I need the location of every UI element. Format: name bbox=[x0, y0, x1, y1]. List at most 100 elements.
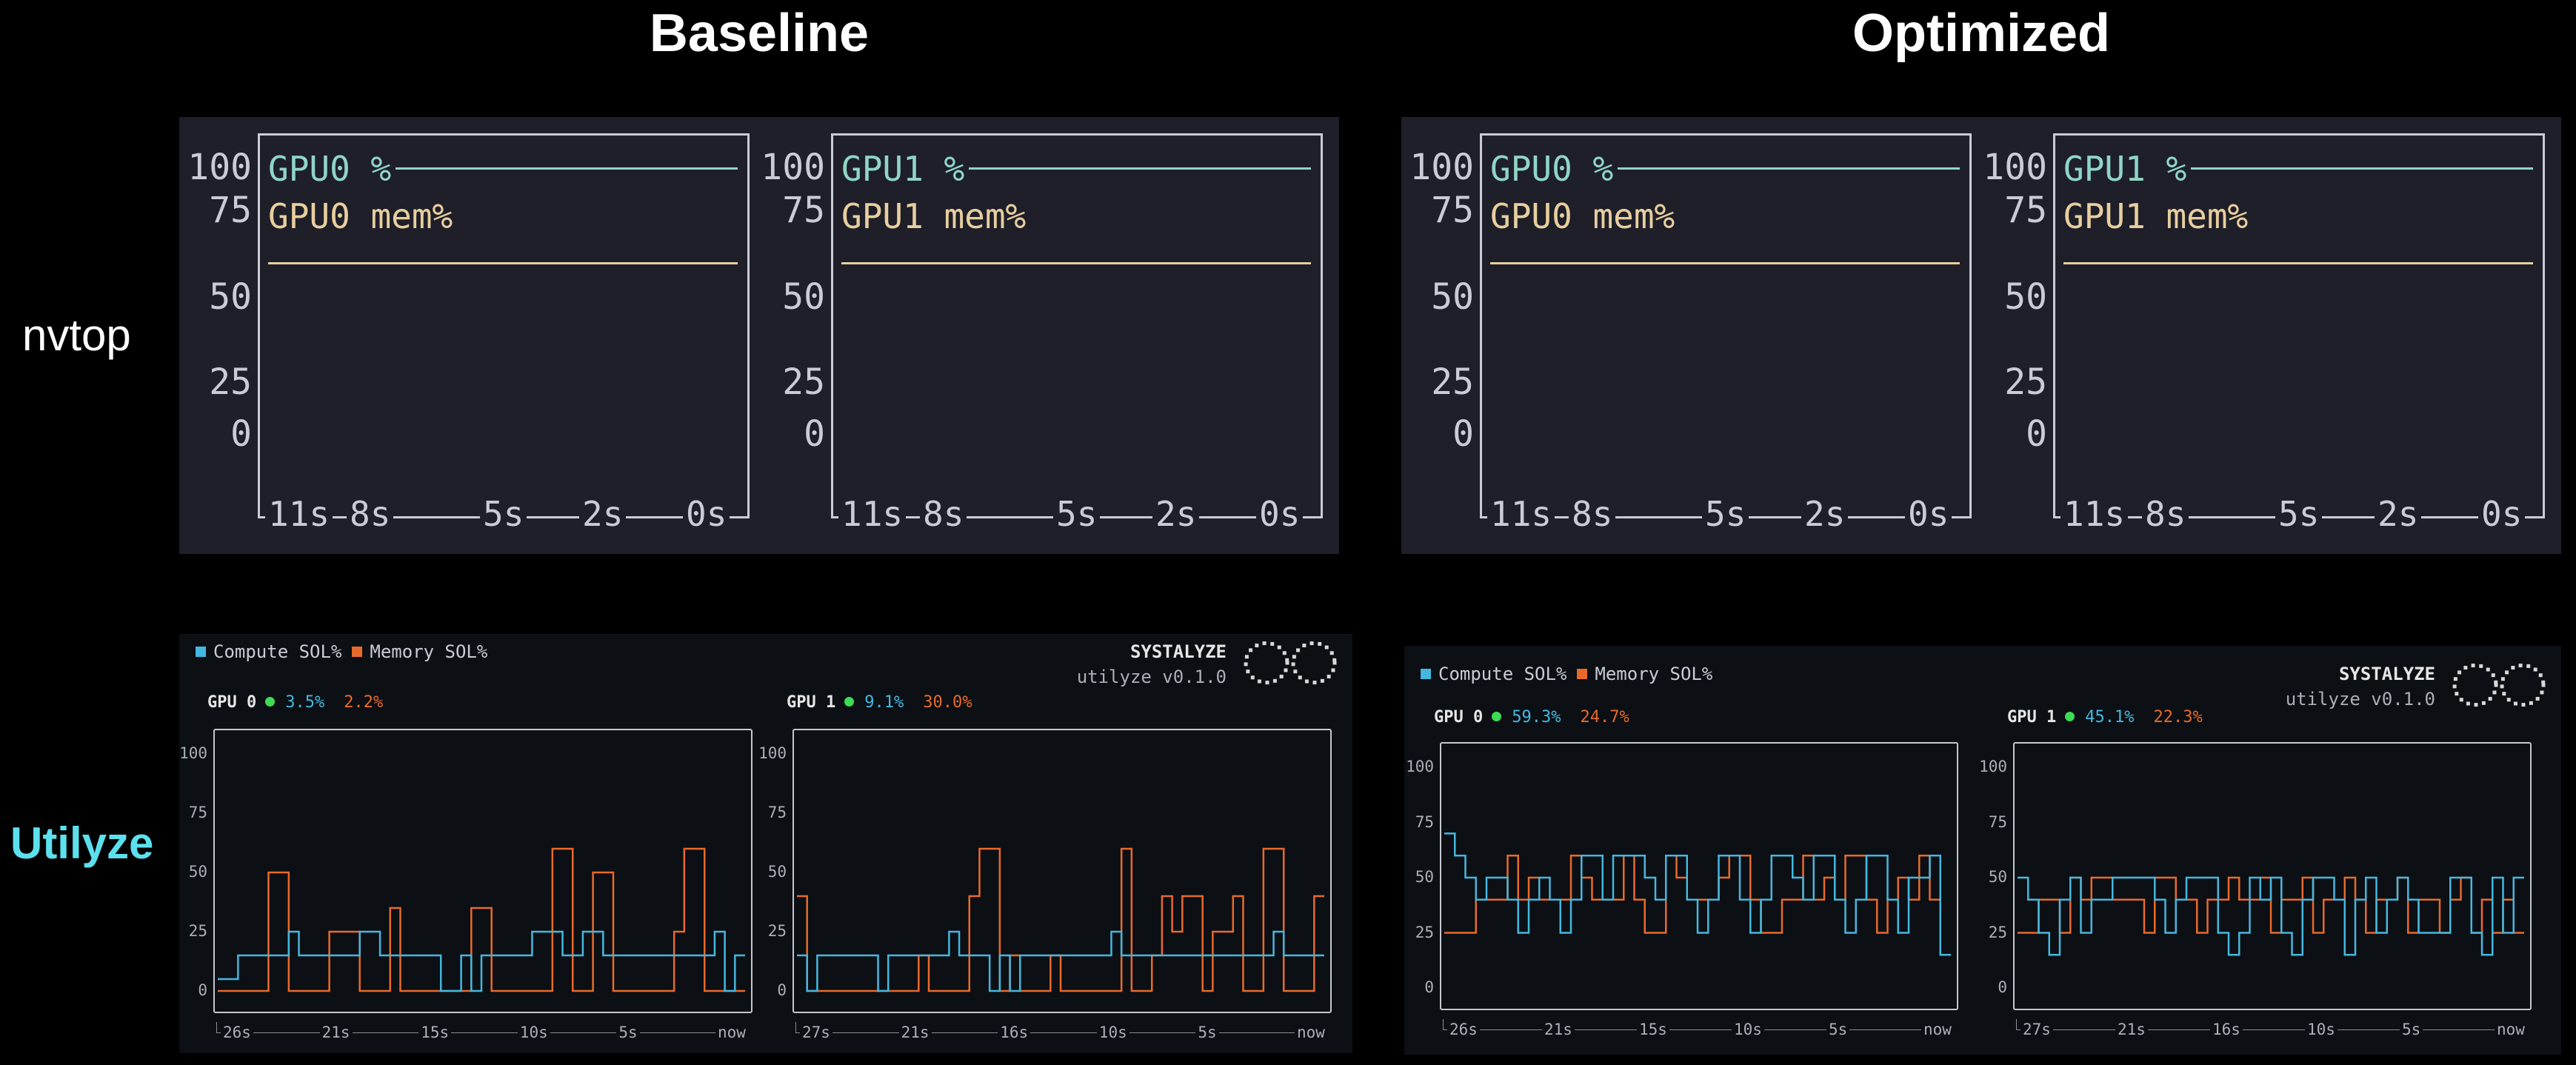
x-tick-label: 2s bbox=[1801, 493, 1849, 535]
x-tick-label: 21s bbox=[898, 1024, 932, 1041]
gpu-mem-label: GPU0 mem% bbox=[1490, 196, 1680, 237]
x-tick-label: 21s bbox=[319, 1024, 353, 1041]
y-tick-label: 25 bbox=[1415, 923, 1434, 941]
x-axis-line bbox=[216, 1032, 748, 1033]
memory-value: 24.7% bbox=[1580, 708, 1629, 727]
x-tick-label: now bbox=[1921, 1021, 1954, 1038]
y-tick-label: 0 bbox=[1452, 413, 1474, 455]
x-tick-label: 8s bbox=[920, 493, 967, 535]
x-tick-label: now bbox=[715, 1024, 748, 1041]
version-label: utilyze v0.1.0 bbox=[2285, 689, 2435, 710]
utilyze-trace-plot bbox=[2018, 876, 2524, 956]
y-tick-label: 100 bbox=[179, 744, 207, 762]
x-tick-label: 5s bbox=[1195, 1024, 1219, 1041]
gpu-label: GPU 1 9.1% 30.0% bbox=[787, 693, 972, 712]
y-tick-label: 0 bbox=[1998, 978, 2007, 996]
memory-legend-swatch bbox=[1577, 669, 1588, 679]
gpu-label: GPU 1 45.1% 22.3% bbox=[2007, 708, 2203, 727]
gpu-label: GPU 0 3.5% 2.2% bbox=[207, 693, 383, 712]
y-tick-label: 75 bbox=[188, 804, 207, 821]
y-tick-label: 25 bbox=[1431, 361, 1474, 403]
compute-value: 59.3% bbox=[1512, 708, 1561, 727]
gpu-util-line bbox=[268, 167, 738, 170]
gpu-mem-line bbox=[1490, 262, 1960, 264]
x-tick-label: 0s bbox=[1905, 493, 1952, 535]
x-tick-label: 2s bbox=[1152, 493, 1200, 535]
gpu-mem-line bbox=[841, 262, 1311, 264]
compute-legend-swatch bbox=[196, 647, 206, 657]
compute-series-line bbox=[797, 930, 1324, 992]
column-title-baseline: Baseline bbox=[649, 4, 870, 63]
y-tick-label: 0 bbox=[2026, 413, 2047, 455]
legend-memory-label: Memory SOL% bbox=[370, 641, 488, 662]
x-tick-label: 5s bbox=[616, 1024, 640, 1041]
memory-value: 2.2% bbox=[344, 693, 384, 712]
y-tick-label: 25 bbox=[1988, 923, 2007, 941]
y-tick-label: 25 bbox=[782, 361, 825, 403]
legend: Compute SOL% Memory SOL% bbox=[1421, 664, 1712, 684]
y-tick-label: 50 bbox=[1988, 868, 2007, 886]
compute-series-line bbox=[1444, 832, 1951, 956]
x-tick-label: 27s bbox=[2021, 1021, 2053, 1038]
compute-legend-swatch bbox=[1421, 669, 1431, 679]
y-tick-label: 50 bbox=[782, 276, 825, 318]
x-tick-label: 10s bbox=[1096, 1024, 1129, 1041]
x-tick-label: 8s bbox=[2142, 493, 2189, 535]
memory-value: 30.0% bbox=[923, 693, 972, 712]
y-tick-label: 100 bbox=[761, 147, 825, 188]
x-tick-label: 5s bbox=[1702, 493, 1749, 535]
x-tick-label: 5s bbox=[1826, 1021, 1850, 1038]
x-tick-label: 27s bbox=[800, 1024, 832, 1041]
memory-series-line bbox=[218, 847, 745, 992]
x-axis-corner bbox=[795, 1022, 796, 1033]
x-axis-corner bbox=[1443, 1019, 1444, 1030]
utilyze-trace-plot bbox=[797, 847, 1324, 992]
compute-value: 45.1% bbox=[2085, 708, 2135, 727]
row-label-utilyze: Utilyze bbox=[10, 818, 154, 868]
gpu-util-label: GPU0 % bbox=[1490, 148, 1618, 190]
y-tick-label: 50 bbox=[1415, 868, 1434, 886]
gpu-status-dot bbox=[1492, 712, 1502, 721]
x-tick-label: 5s bbox=[2275, 493, 2323, 535]
x-tick-label: 21s bbox=[1542, 1021, 1575, 1038]
x-axis-corner bbox=[2016, 1019, 2017, 1030]
x-tick-label: 16s bbox=[998, 1024, 1031, 1041]
memory-series-line bbox=[797, 847, 1324, 992]
legend-compute-label: Compute SOL% bbox=[1438, 664, 1567, 684]
x-tick-label: now bbox=[1295, 1024, 1327, 1041]
legend: Compute SOL% Memory SOL% bbox=[196, 641, 487, 662]
gpu-util-line bbox=[1490, 167, 1960, 170]
gpu-name: GPU 0 bbox=[1434, 708, 1484, 727]
y-tick-label: 25 bbox=[767, 922, 787, 940]
brand-name: SYSTALYZE bbox=[1129, 641, 1227, 662]
gpu-mem-label: GPU1 mem% bbox=[841, 196, 1031, 237]
x-tick-label: 10s bbox=[2305, 1021, 2338, 1038]
y-tick-label: 75 bbox=[2004, 190, 2047, 231]
y-tick-label: 100 bbox=[1983, 147, 2047, 188]
gpu-status-dot bbox=[2065, 712, 2075, 721]
x-tick-label: 0s bbox=[2478, 493, 2526, 535]
x-tick-label: 10s bbox=[1732, 1021, 1764, 1038]
gpu-graph-frame bbox=[831, 133, 1323, 518]
gpu-status-dot bbox=[265, 697, 276, 707]
compute-series-line bbox=[218, 930, 745, 992]
x-tick-label: 5s bbox=[480, 493, 527, 535]
x-tick-label: 21s bbox=[2115, 1021, 2148, 1038]
nvtop-panel-optimized: 100 75 50 25 0 GPU0 % GPU0 mem% 11s 8s 5s 2s 0s 100 7… bbox=[1401, 117, 2561, 554]
y-tick-label: 100 bbox=[1406, 758, 1434, 775]
x-tick-label: 0s bbox=[1256, 493, 1304, 535]
legend-memory-label: Memory SOL% bbox=[1595, 664, 1713, 684]
utilyze-graph-frame bbox=[213, 729, 753, 1013]
x-tick-label: 2s bbox=[2375, 493, 2422, 535]
utilyze-trace-plot bbox=[1444, 832, 1951, 956]
y-tick-label: 100 bbox=[1979, 758, 2007, 775]
y-tick-label: 50 bbox=[1431, 276, 1474, 318]
compute-value: 3.5% bbox=[285, 693, 325, 712]
x-tick-label: 26s bbox=[221, 1024, 253, 1041]
y-tick-label: 25 bbox=[188, 922, 207, 940]
x-tick-label: 0s bbox=[683, 493, 730, 535]
gpu-graph-frame bbox=[1480, 133, 1972, 518]
y-tick-label: 75 bbox=[1415, 812, 1434, 831]
x-axis-line bbox=[2016, 1029, 2527, 1030]
y-tick-label: 75 bbox=[782, 190, 825, 231]
